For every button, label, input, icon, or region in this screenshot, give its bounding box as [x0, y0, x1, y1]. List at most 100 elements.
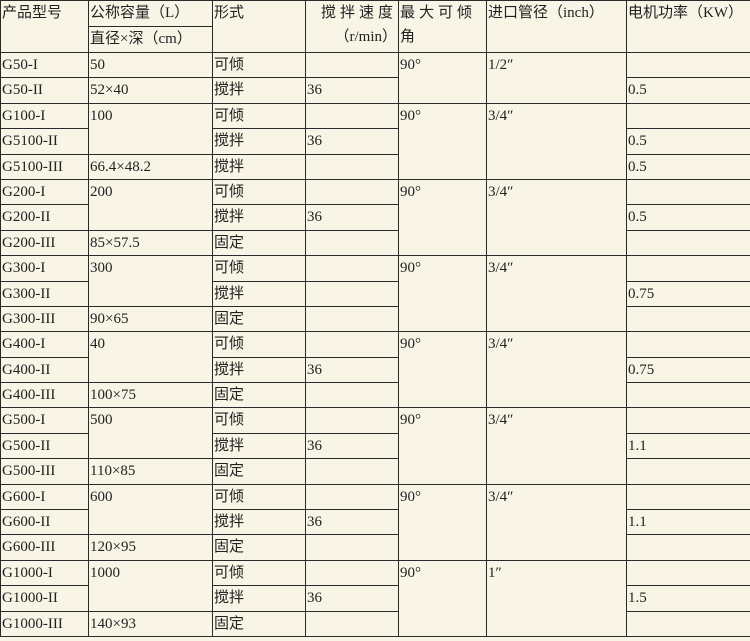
- table-row: G400-II 搅拌 36 0.75: [0, 356, 750, 384]
- power-cell: 0.5: [626, 128, 750, 155]
- model-cell: G1000-I: [0, 559, 89, 587]
- power-cell: 1.1: [626, 509, 750, 536]
- speed-cell: [305, 178, 399, 206]
- dimensions-cell: 90×65: [88, 305, 213, 333]
- model-cell: G500-I: [0, 407, 89, 434]
- header-row: 产品型号 公称容量（L） 形式 搅拌速度 （r/min） 最大可倾角 进口管径（i…: [0, 0, 750, 53]
- table-row: G5100-III 66.4×48.2 搅拌 0.5: [0, 153, 750, 180]
- speed-cell: [305, 483, 399, 511]
- form-cell: 搅拌: [212, 432, 306, 460]
- inlet-cell: 3/4″: [486, 331, 627, 409]
- model-cell: G400-I: [0, 331, 89, 358]
- model-cell: G300-II: [0, 280, 89, 307]
- power-cell: [626, 483, 750, 511]
- form-cell: 搅拌: [212, 585, 306, 612]
- header-speed-label: 搅拌速度: [320, 5, 397, 21]
- speed-cell: 36: [305, 204, 399, 231]
- power-cell: [626, 610, 750, 637]
- table-row: G500-I 500 可倾 90° 3/4″: [0, 407, 750, 485]
- form-cell: 可倾: [212, 559, 306, 587]
- power-cell: [626, 229, 750, 257]
- angle-cell: 90°: [398, 102, 487, 180]
- header-angle: 最大可倾角: [398, 0, 487, 53]
- form-cell: 可倾: [212, 483, 306, 511]
- angle-cell: 90°: [398, 178, 487, 257]
- model-cell: G600-II: [0, 509, 89, 536]
- model-cell: G5100-II: [0, 128, 89, 155]
- power-cell: 0.5: [626, 77, 750, 104]
- power-cell: [626, 255, 750, 282]
- speed-cell: [305, 331, 399, 358]
- speed-cell: 36: [305, 432, 399, 460]
- header-row-2: 直径×深（cm）: [1, 26, 750, 53]
- dimensions-cell: 140×93: [88, 610, 213, 637]
- speed-cell: [305, 51, 399, 79]
- angle-cell: 90°: [398, 407, 487, 485]
- speed-cell: 36: [305, 356, 399, 384]
- model-cell: G500-III: [0, 458, 89, 485]
- dimensions-cell: 110×85: [88, 458, 213, 485]
- speed-cell: [305, 458, 399, 485]
- speed-cell: [305, 229, 399, 257]
- speed-cell: [305, 102, 399, 130]
- header-model: 产品型号: [0, 0, 89, 53]
- inlet-cell: 1/2″: [486, 52, 627, 104]
- angle-cell: 90°: [398, 255, 487, 333]
- form-cell: 搅拌: [212, 128, 306, 155]
- model-cell: G400-II: [0, 356, 89, 384]
- power-cell: [626, 382, 750, 409]
- table-row: G600-II 搅拌 36 1.1: [0, 509, 750, 536]
- capacity-cell: 600: [88, 483, 213, 536]
- form-cell: 可倾: [212, 331, 306, 358]
- speed-cell: [305, 382, 399, 409]
- model-cell: G100-I: [0, 102, 89, 130]
- speed-cell: [305, 559, 399, 587]
- inlet-cell: 3/4″: [486, 178, 627, 257]
- speed-cell: [305, 280, 399, 307]
- form-cell: 可倾: [212, 51, 306, 79]
- angle-cell: 90°: [398, 559, 487, 637]
- inlet-cell: 3/4″: [486, 483, 627, 561]
- header-speed-unit: （r/min）: [334, 29, 398, 45]
- table-row: G400-III 100×75 固定: [0, 382, 750, 409]
- table-row: G100-I 100 可倾 90° 3/4″: [0, 102, 750, 180]
- speed-cell: [305, 255, 399, 282]
- capacity-cell: 50: [88, 51, 213, 79]
- inlet-cell: 3/4″: [486, 102, 627, 180]
- table-row: G600-I 600 可倾 90° 3/4″: [0, 483, 750, 561]
- capacity-cell: 1000: [88, 559, 213, 612]
- power-cell: [626, 534, 750, 561]
- capacity-cell: 300: [88, 255, 213, 307]
- table-row: G300-II 搅拌 0.75: [0, 280, 750, 307]
- model-cell: G50-I: [0, 51, 89, 79]
- speed-cell: [305, 610, 399, 637]
- header-inlet: 进口管径（inch）: [486, 0, 627, 53]
- capacity-cell: 40: [88, 331, 213, 384]
- table-row: G300-I 300 可倾 90° 3/4″: [0, 255, 750, 333]
- form-cell: 搅拌: [212, 356, 306, 384]
- table-row: G500-III 110×85 固定: [0, 458, 750, 485]
- power-cell: 0.75: [626, 356, 750, 384]
- dimensions-cell: 66.4×48.2: [88, 153, 213, 180]
- model-cell: G200-I: [0, 178, 89, 206]
- header-power: 电机功率（KW）: [626, 0, 750, 53]
- power-cell: [626, 178, 750, 206]
- speed-cell: 36: [305, 128, 399, 155]
- capacity-cell: 100: [88, 102, 213, 155]
- model-cell: G50-II: [0, 77, 89, 104]
- power-cell: 0.75: [626, 280, 750, 307]
- form-cell: 可倾: [212, 102, 306, 130]
- form-cell: 固定: [212, 458, 306, 485]
- table-row: G1000-I 1000 可倾 90° 1″: [0, 559, 750, 637]
- model-cell: G200-III: [0, 229, 89, 257]
- table-row: G1000-II 搅拌 36 1.5: [0, 585, 750, 612]
- form-cell: 可倾: [212, 178, 306, 206]
- model-cell: G500-II: [0, 432, 89, 460]
- form-cell: 固定: [212, 534, 306, 561]
- power-cell: [626, 559, 750, 587]
- header-dimensions: 直径×深（cm）: [88, 26, 213, 53]
- form-cell: 搅拌: [212, 153, 306, 180]
- header-speed: 搅拌速度 （r/min）: [305, 0, 399, 53]
- dimensions-cell: 85×57.5: [88, 229, 213, 257]
